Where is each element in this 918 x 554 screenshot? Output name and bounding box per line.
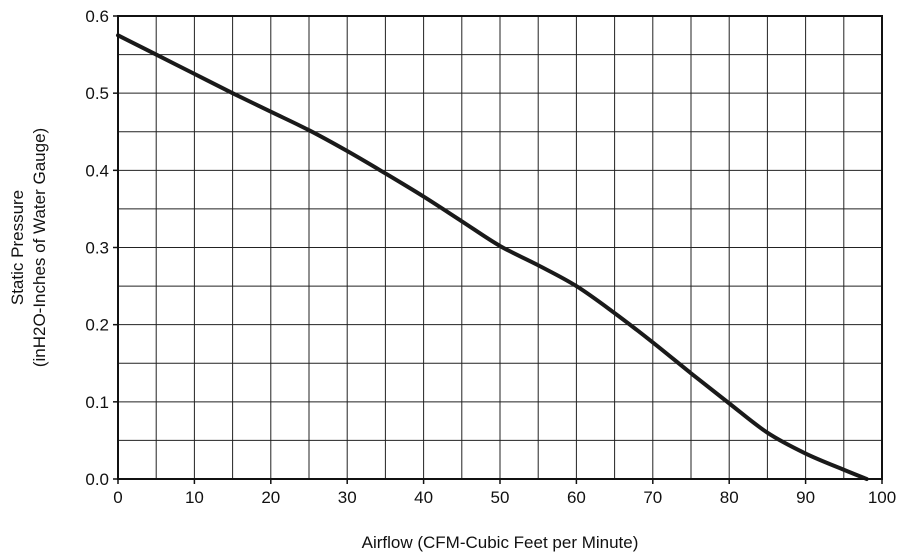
x-tick-label: 70 bbox=[643, 488, 662, 507]
static-pressure-curve bbox=[116, 33, 869, 481]
y-tick-label: 0.4 bbox=[85, 161, 109, 180]
x-tick-label: 100 bbox=[868, 488, 896, 507]
x-tick-label: 40 bbox=[414, 488, 433, 507]
y-tick-label: 0.5 bbox=[85, 84, 109, 103]
y-tick-label: 0.2 bbox=[85, 316, 109, 335]
y-axis-label-line-2: (inH2O-Inches of Water Gauge) bbox=[30, 128, 49, 367]
y-tick-label: 0.0 bbox=[85, 470, 109, 489]
y-axis-label-line-1: Static Pressure bbox=[8, 190, 27, 305]
x-tick-label: 0 bbox=[113, 488, 122, 507]
x-tick-label: 30 bbox=[338, 488, 357, 507]
x-tick-label: 20 bbox=[261, 488, 280, 507]
x-tick-label: 80 bbox=[720, 488, 739, 507]
x-tick-label: 10 bbox=[185, 488, 204, 507]
x-tick-label: 60 bbox=[567, 488, 586, 507]
y-axis-label: Static Pressure (inH2O-Inches of Water G… bbox=[8, 128, 49, 367]
y-tick-label: 0.1 bbox=[85, 393, 109, 412]
x-tick-labels: 0 10 20 30 40 50 60 70 80 90 100 bbox=[113, 479, 896, 507]
x-axis-label: Airflow (CFM-Cubic Feet per Minute) bbox=[362, 533, 639, 552]
x-tick-label: 90 bbox=[796, 488, 815, 507]
x-tick-label: 50 bbox=[491, 488, 510, 507]
y-tick-label: 0.6 bbox=[85, 7, 109, 26]
curve-layer bbox=[116, 33, 869, 481]
y-tick-label: 0.3 bbox=[85, 239, 109, 258]
y-tick-labels: 0.0 0.1 0.2 0.3 0.4 0.5 0.6 bbox=[85, 7, 118, 489]
